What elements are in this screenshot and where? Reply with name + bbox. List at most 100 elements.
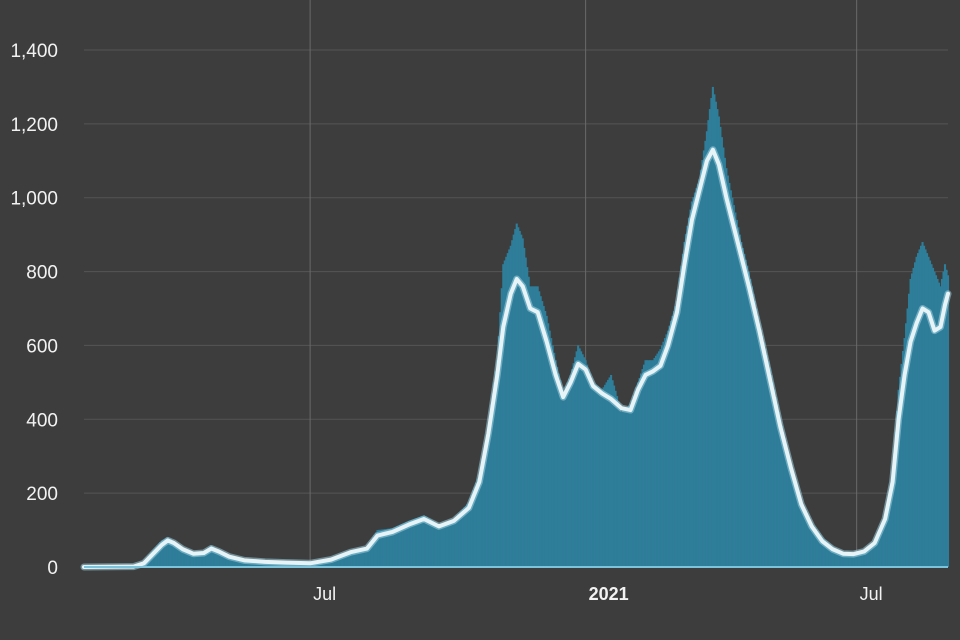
daily-bar <box>822 538 825 567</box>
daily-bar <box>653 357 656 567</box>
daily-bar <box>919 245 923 567</box>
daily-bar <box>368 541 372 567</box>
daily-bar <box>846 552 849 567</box>
daily-bar <box>217 550 220 567</box>
daily-bar <box>644 360 647 567</box>
daily-bar <box>905 323 908 567</box>
daily-bar <box>416 517 419 567</box>
daily-bar <box>633 391 637 567</box>
daily-bar <box>374 532 378 567</box>
daily-bar <box>169 539 172 567</box>
daily-bar <box>660 345 664 567</box>
daily-bar <box>404 522 407 567</box>
daily-bar <box>479 466 482 567</box>
daily-bar <box>494 371 497 567</box>
daily-bar <box>857 551 860 567</box>
daily-bar <box>927 256 930 567</box>
daily-bar <box>400 524 403 567</box>
daily-bar <box>207 547 210 567</box>
daily-bar <box>466 504 469 567</box>
daily-bar <box>469 498 472 567</box>
daily-bar <box>223 553 226 567</box>
daily-bar <box>723 157 726 567</box>
daily-bar <box>566 382 569 567</box>
daily-bar <box>457 514 460 567</box>
daily-bar <box>449 520 452 567</box>
daily-bar <box>488 415 491 567</box>
daily-bar <box>607 379 610 567</box>
daily-bar <box>903 338 906 567</box>
daily-bar <box>395 526 399 567</box>
daily-bar <box>774 397 777 567</box>
daily-bar <box>421 515 424 567</box>
daily-bar <box>418 516 421 567</box>
daily-bar <box>159 542 162 567</box>
daily-bar <box>397 525 400 567</box>
daily-bar <box>237 558 240 567</box>
daily-bar <box>777 411 780 567</box>
daily-bar <box>630 400 634 567</box>
daily-bar <box>622 410 625 567</box>
daily-bar <box>175 543 178 567</box>
daily-bar <box>925 253 929 567</box>
daily-bar <box>732 205 735 567</box>
daily-bar <box>740 242 743 567</box>
daily-bar <box>370 539 373 567</box>
daily-bar <box>481 458 484 567</box>
daily-bar <box>181 548 184 567</box>
daily-bar <box>467 502 470 567</box>
daily-bar <box>500 288 503 567</box>
daily-bar <box>392 527 396 567</box>
daily-bar <box>791 468 794 567</box>
daily-bar <box>744 259 747 567</box>
daily-bar <box>472 490 475 567</box>
daily-bar <box>783 438 786 567</box>
daily-bar <box>645 360 649 567</box>
daily-bar <box>812 524 815 567</box>
daily-bar <box>367 544 370 567</box>
daily-bar <box>376 530 379 567</box>
daily-bar <box>855 552 858 567</box>
daily-bar <box>747 271 750 567</box>
daily-bar <box>665 334 668 567</box>
daily-bar <box>890 482 893 567</box>
x-tick-label: 2021 <box>589 584 629 604</box>
daily-bar <box>512 234 515 567</box>
daily-bar <box>675 301 679 567</box>
daily-bar <box>214 548 217 567</box>
daily-bar <box>165 538 168 567</box>
daily-bar <box>782 431 785 567</box>
daily-bar <box>807 516 810 567</box>
daily-bar <box>463 507 466 567</box>
daily-bar <box>695 188 698 567</box>
daily-bar <box>788 457 791 567</box>
daily-bar <box>635 386 638 567</box>
daily-bar <box>656 353 659 567</box>
daily-bar <box>666 330 670 567</box>
daily-bar <box>888 490 891 567</box>
daily-bar <box>596 386 599 567</box>
daily-bar <box>669 320 673 567</box>
daily-bar <box>845 552 848 567</box>
daily-bar <box>428 518 431 567</box>
daily-bar <box>226 555 229 567</box>
daily-bar <box>834 548 837 567</box>
daily-bar <box>914 262 917 567</box>
daily-bar <box>222 552 225 567</box>
daily-bar <box>743 253 746 568</box>
daily-bar <box>804 510 807 567</box>
daily-bar <box>792 474 795 567</box>
daily-bar <box>205 549 208 567</box>
daily-bar <box>365 546 369 567</box>
daily-bar <box>433 521 436 567</box>
daily-bar <box>211 546 214 567</box>
daily-bar <box>174 542 177 567</box>
daily-bar <box>535 286 538 567</box>
daily-bar <box>406 521 409 567</box>
daily-bar <box>593 383 596 567</box>
daily-bar <box>562 393 565 567</box>
daily-bar <box>521 238 524 568</box>
daily-bar <box>569 374 572 567</box>
daily-bar <box>571 369 574 567</box>
